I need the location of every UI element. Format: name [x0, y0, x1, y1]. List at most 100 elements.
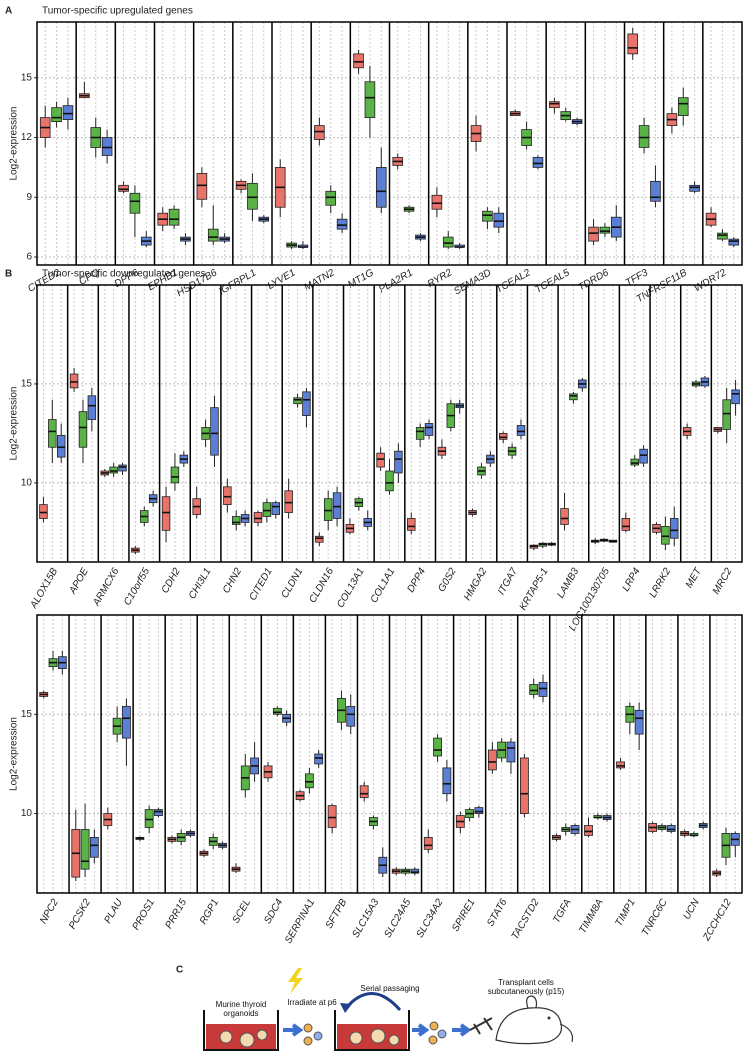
box — [78, 411, 88, 448]
box — [87, 395, 97, 420]
x-tick-label: CITED1 — [247, 566, 274, 602]
box — [520, 757, 529, 814]
box — [62, 105, 74, 120]
step-label: Serial passaging — [360, 984, 420, 993]
box — [304, 773, 314, 789]
cell — [428, 1035, 438, 1045]
box — [415, 427, 425, 440]
box — [89, 837, 99, 858]
box — [621, 518, 631, 531]
x-tick-label: UCN — [681, 897, 702, 922]
y-tick-label: 12 — [21, 132, 33, 143]
box — [69, 373, 79, 389]
box — [650, 180, 661, 202]
x-tick-label: SCEL — [231, 897, 254, 925]
panel-label: B — [5, 269, 12, 280]
y-axis-label: Log2-expression — [9, 387, 20, 461]
box — [284, 490, 293, 513]
x-tick-label: NPC2 — [38, 897, 61, 926]
box — [315, 535, 324, 543]
x-tick-label: RGP1 — [198, 897, 221, 926]
x-tick-label: MRC2 — [711, 566, 735, 596]
x-tick-label: SLC24A5 — [382, 897, 413, 940]
x-tick-label: LAMB3 — [555, 566, 581, 600]
box — [498, 432, 508, 440]
plot-frame — [36, 21, 743, 266]
cell — [303, 1023, 313, 1033]
y-tick-label: 15 — [21, 72, 33, 83]
box — [327, 805, 337, 828]
box — [359, 785, 369, 799]
box — [634, 709, 644, 735]
box — [532, 157, 544, 168]
dish-wall — [334, 1010, 410, 1051]
x-tick-label: KRTAP5-1 — [518, 566, 551, 612]
box — [677, 97, 689, 117]
x-tick-label: SDC4 — [262, 897, 285, 926]
x-tick-label: MT1G — [346, 267, 376, 291]
box — [293, 397, 302, 405]
panel-title: Tumor-specific upregulated genes — [42, 6, 193, 17]
x-tick-label: LRP4 — [621, 566, 643, 594]
x-tick-label: SFTPB — [324, 897, 350, 931]
box — [506, 741, 516, 763]
x-tick-label: COL13A1 — [335, 566, 366, 610]
box — [262, 502, 272, 517]
cell — [313, 1031, 323, 1041]
organoid — [349, 1031, 363, 1045]
box — [314, 753, 324, 765]
plot-frame — [36, 614, 743, 894]
x-tick-label: ITGA7 — [496, 566, 520, 597]
x-tick-label: ARMCX6 — [91, 566, 122, 609]
x-tick-label: ALOX15B — [28, 566, 60, 611]
box — [424, 423, 434, 436]
x-tick-label: SEMA3D — [452, 267, 493, 297]
mouse-eye — [547, 1016, 551, 1020]
box — [196, 172, 208, 200]
x-tick-label: HMGA2 — [462, 566, 490, 603]
box — [271, 502, 281, 515]
box — [210, 407, 219, 456]
box — [493, 212, 505, 228]
x-tick-label: MET — [684, 566, 705, 591]
x-tick-label: LRRK2 — [648, 566, 674, 600]
cycle-arrow — [344, 992, 402, 1011]
box — [56, 434, 66, 458]
step-label: Irradiate at p6 — [287, 998, 337, 1007]
x-tick-label: CLDN1 — [280, 566, 306, 600]
x-tick-label: TGFA — [551, 897, 574, 925]
box — [529, 684, 539, 695]
x-tick-label: SPIRE1 — [450, 897, 477, 933]
x-tick-label: PCSK2 — [67, 897, 93, 931]
cell — [437, 1029, 447, 1039]
box — [423, 837, 433, 850]
x-tick-label: PROS1 — [131, 897, 157, 932]
box — [728, 238, 740, 246]
x-tick-label: PLAU — [102, 897, 125, 926]
box — [385, 470, 394, 492]
x-tick-label: SLC15A3 — [350, 897, 381, 940]
x-tick-label: CDH2 — [160, 566, 183, 595]
box — [630, 458, 639, 466]
box — [560, 508, 569, 525]
cell — [429, 1021, 439, 1031]
box — [670, 518, 679, 539]
x-tick-label: TIMP1 — [613, 897, 637, 928]
panel-label: A — [5, 6, 12, 17]
box — [129, 192, 141, 214]
y-tick-label: 9 — [26, 192, 32, 203]
x-tick-label: WDR72 — [692, 267, 728, 294]
syringe — [469, 1017, 493, 1035]
lightning — [288, 968, 303, 994]
box — [661, 525, 670, 545]
box — [253, 512, 263, 523]
box — [549, 101, 560, 109]
box — [223, 486, 232, 506]
y-tick-label: 10 — [21, 477, 33, 488]
panel-title: Tumor-specific downregulated genes — [42, 269, 206, 280]
box — [161, 496, 171, 531]
x-tick-label: CLDN16 — [307, 566, 336, 605]
box — [627, 33, 639, 55]
box — [122, 705, 131, 739]
